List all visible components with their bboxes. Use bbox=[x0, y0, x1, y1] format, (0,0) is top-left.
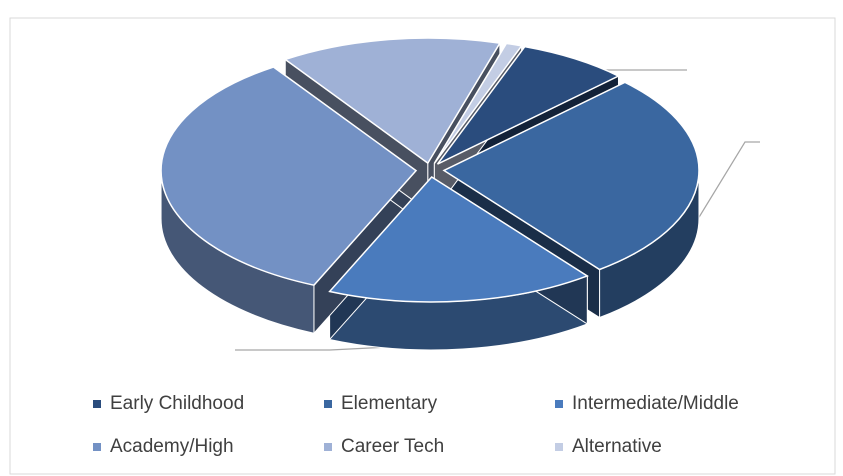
legend-label: Career Tech bbox=[341, 436, 444, 457]
legend-swatch bbox=[93, 400, 101, 408]
legend-swatch bbox=[324, 443, 332, 451]
slice bbox=[436, 45, 621, 165]
legend-label: Early Childhood bbox=[110, 393, 244, 414]
legend-swatch bbox=[93, 443, 101, 451]
slice bbox=[433, 42, 523, 164]
legend-swatch bbox=[555, 443, 563, 451]
legend-swatch bbox=[555, 400, 563, 408]
legend-label: Academy/High bbox=[110, 436, 234, 457]
legend-label: Elementary bbox=[341, 393, 438, 414]
slice bbox=[442, 81, 700, 271]
slice bbox=[160, 66, 418, 287]
slice bbox=[283, 37, 502, 165]
slice bbox=[328, 175, 589, 303]
legend-label: Intermediate/Middle bbox=[572, 393, 739, 414]
leader-line bbox=[689, 141, 760, 233]
legend-label: Alternative bbox=[572, 436, 662, 457]
legend-swatch bbox=[324, 400, 332, 408]
